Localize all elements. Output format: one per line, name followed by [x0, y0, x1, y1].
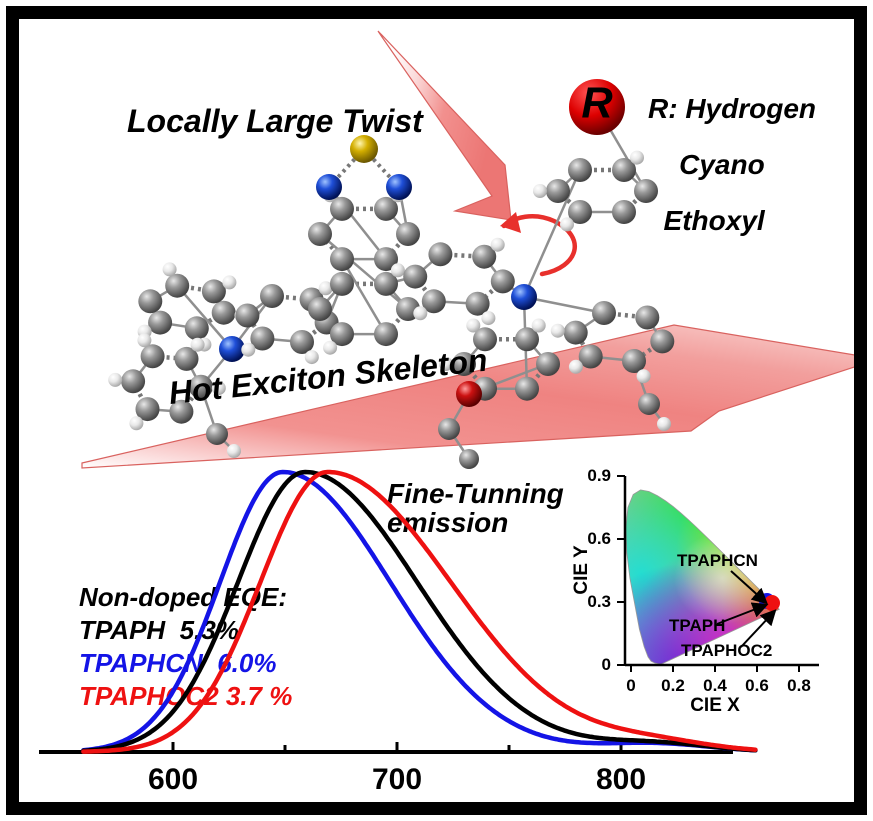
svg-text:0.6: 0.6	[745, 676, 769, 695]
svg-text:0.6: 0.6	[587, 529, 611, 548]
svg-text:CIE X: CIE X	[690, 695, 740, 716]
svg-text:0.9: 0.9	[587, 466, 611, 485]
svg-text:600: 600	[148, 763, 198, 796]
svg-text:0: 0	[626, 676, 635, 695]
svg-text:800: 800	[596, 763, 646, 796]
svg-text:TPAPH: TPAPH	[669, 616, 725, 635]
svg-text:0.2: 0.2	[661, 676, 685, 695]
svg-text:0.8: 0.8	[787, 676, 811, 695]
svg-text:0: 0	[602, 655, 611, 674]
svg-text:R: R	[581, 80, 613, 128]
svg-text:TPAPHOC2: TPAPHOC2	[681, 641, 772, 660]
svg-text:0.4: 0.4	[703, 676, 727, 695]
svg-text:TPAPHCN: TPAPHCN	[677, 551, 758, 570]
svg-text:Wavelength(nm): Wavelength(nm)	[254, 804, 517, 815]
svg-text:CIE Y: CIE Y	[571, 545, 592, 595]
svg-text:700: 700	[372, 763, 422, 796]
